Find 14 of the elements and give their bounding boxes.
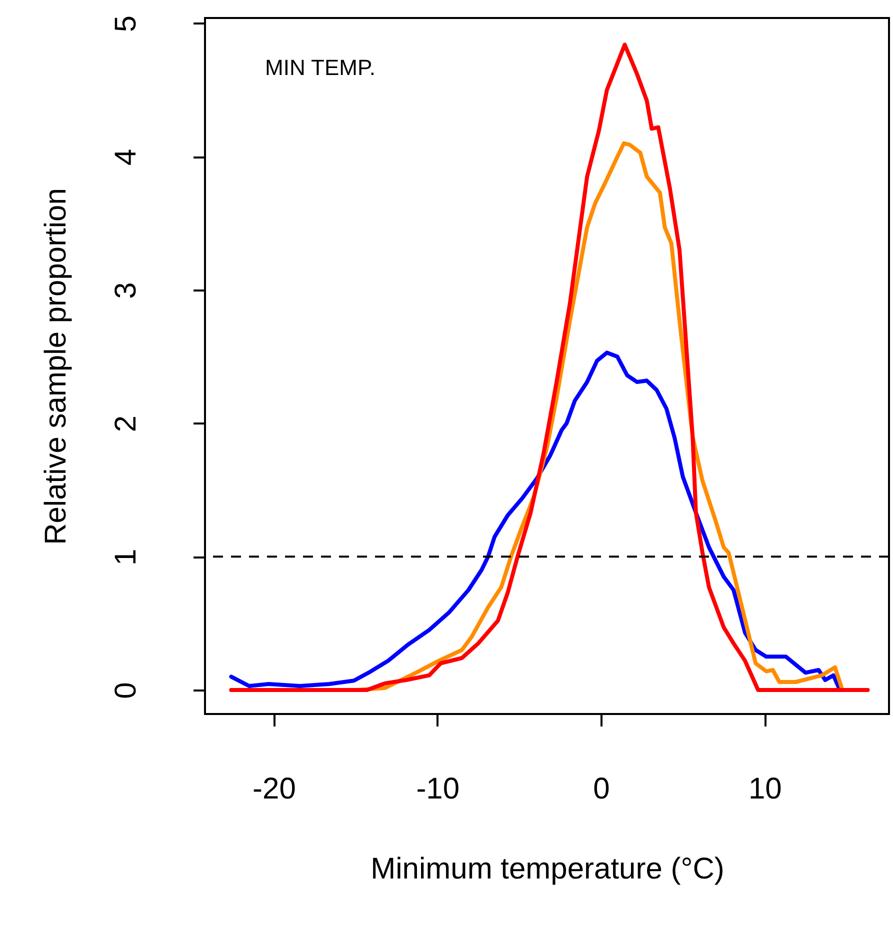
x-tick-label: 10: [748, 772, 782, 806]
x-tick-label: 0: [593, 772, 610, 806]
y-axis-title: Relative sample proportion: [40, 188, 72, 545]
y-tick-label: 0: [110, 682, 142, 699]
x-axis-title: Minimum temperature (°C): [370, 852, 724, 886]
x-tick-label: -20: [252, 772, 296, 806]
y-tick-label: 5: [110, 15, 142, 32]
line-series: [229, 42, 870, 692]
y-tick-label: 1: [110, 548, 142, 566]
y-tick-label: 2: [110, 415, 142, 432]
y-tick-label: 3: [110, 282, 142, 299]
annotation: MIN TEMP.: [265, 55, 376, 80]
x-tick-label: -10: [416, 772, 460, 806]
y-tick-label: 4: [110, 148, 142, 166]
